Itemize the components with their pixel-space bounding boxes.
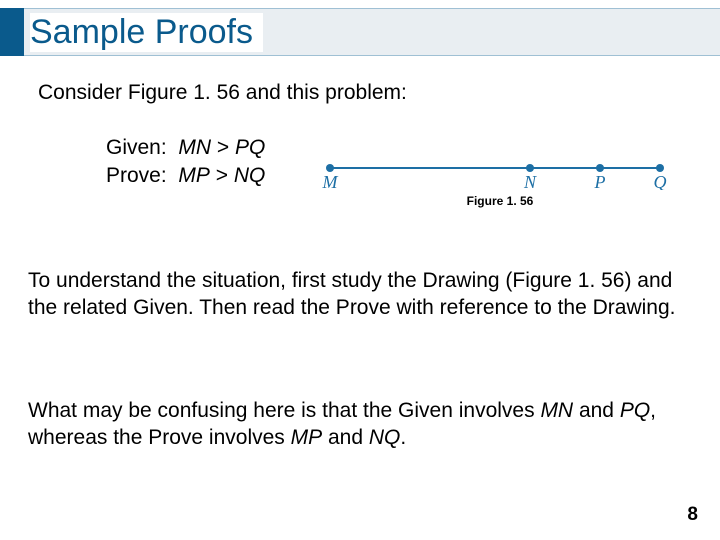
line-diagram-svg: MNPQ [320,148,668,190]
given-right: PQ [235,136,265,159]
svg-text:P: P [594,172,606,190]
prove-right: NQ [234,164,266,187]
para3-text-a: What may be confusing here is that the G… [28,399,540,422]
para3-text-b: and [573,399,620,422]
page-title: Sample Proofs [30,13,263,52]
given-label: Given: [106,136,167,159]
para3-text-d: and [322,426,369,449]
prove-op: > [216,164,228,187]
prove-left: MP [178,164,210,187]
figure-caption: Figure 1. 56 [320,194,680,208]
given-left: MN [178,136,211,159]
title-bar: Sample Proofs [24,8,720,56]
given-op: > [217,136,229,159]
para3-mn: MN [540,399,573,422]
header: Sample Proofs [0,8,720,56]
para3-text-e: . [400,426,406,449]
para3-pq: PQ [620,399,650,422]
figure-1-56: M N P Q Figure 1. 56 [320,148,680,208]
header-accent-block [0,8,24,56]
svg-text:Q: Q [654,172,667,190]
paragraph-2: To understand the situation, first study… [28,268,690,322]
para3-mp: MP [291,426,323,449]
svg-text:N: N [523,172,537,190]
paragraph-3: What may be confusing here is that the G… [28,398,690,452]
page-number: 8 [687,504,698,526]
svg-text:M: M [322,172,339,190]
intro-text: Consider Figure 1. 56 and this problem: [38,80,690,106]
prove-label: Prove: [106,164,167,187]
para3-nq: NQ [369,426,401,449]
